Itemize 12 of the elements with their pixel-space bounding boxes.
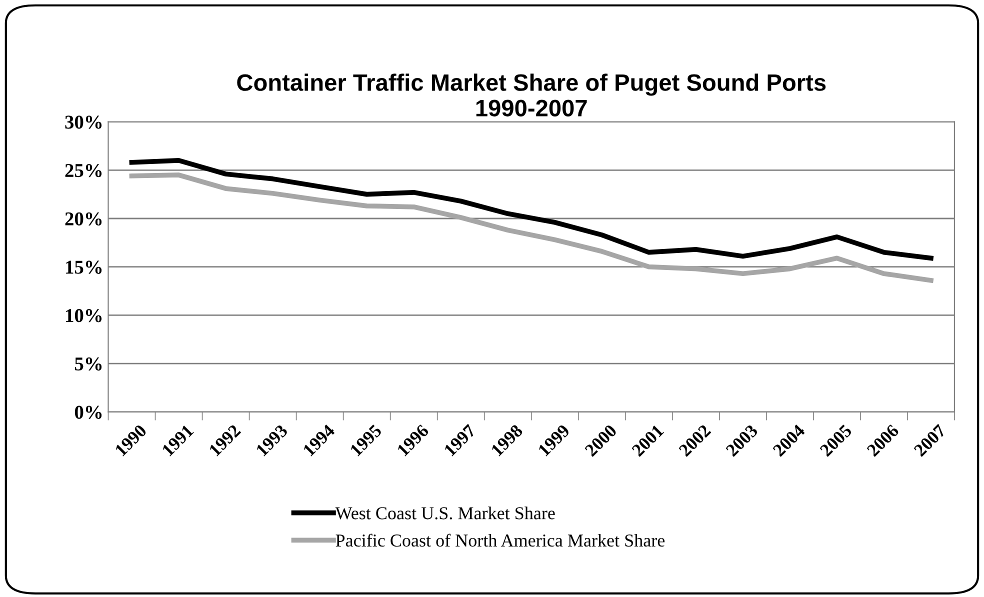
legend-label: Pacific Coast of North America Market Share — [336, 534, 665, 547]
y-tick-label: 0% — [74, 406, 102, 419]
line-series — [129, 172, 934, 283]
y-tick-label: 25% — [65, 164, 102, 178]
line-series — [129, 158, 934, 261]
chart-title: Container Traffic Market Share of Puget Sound Ports 1990-2007 — [237, 74, 826, 116]
y-tick-label: 10% — [66, 309, 102, 322]
y-tick-label: 15% — [66, 260, 102, 274]
y-tick-label: 20% — [65, 212, 102, 226]
y-tick-label: 30% — [65, 116, 102, 129]
legend-label: West Coast U.S. Market Share — [335, 506, 555, 520]
y-tick-label: 5% — [74, 357, 102, 371]
